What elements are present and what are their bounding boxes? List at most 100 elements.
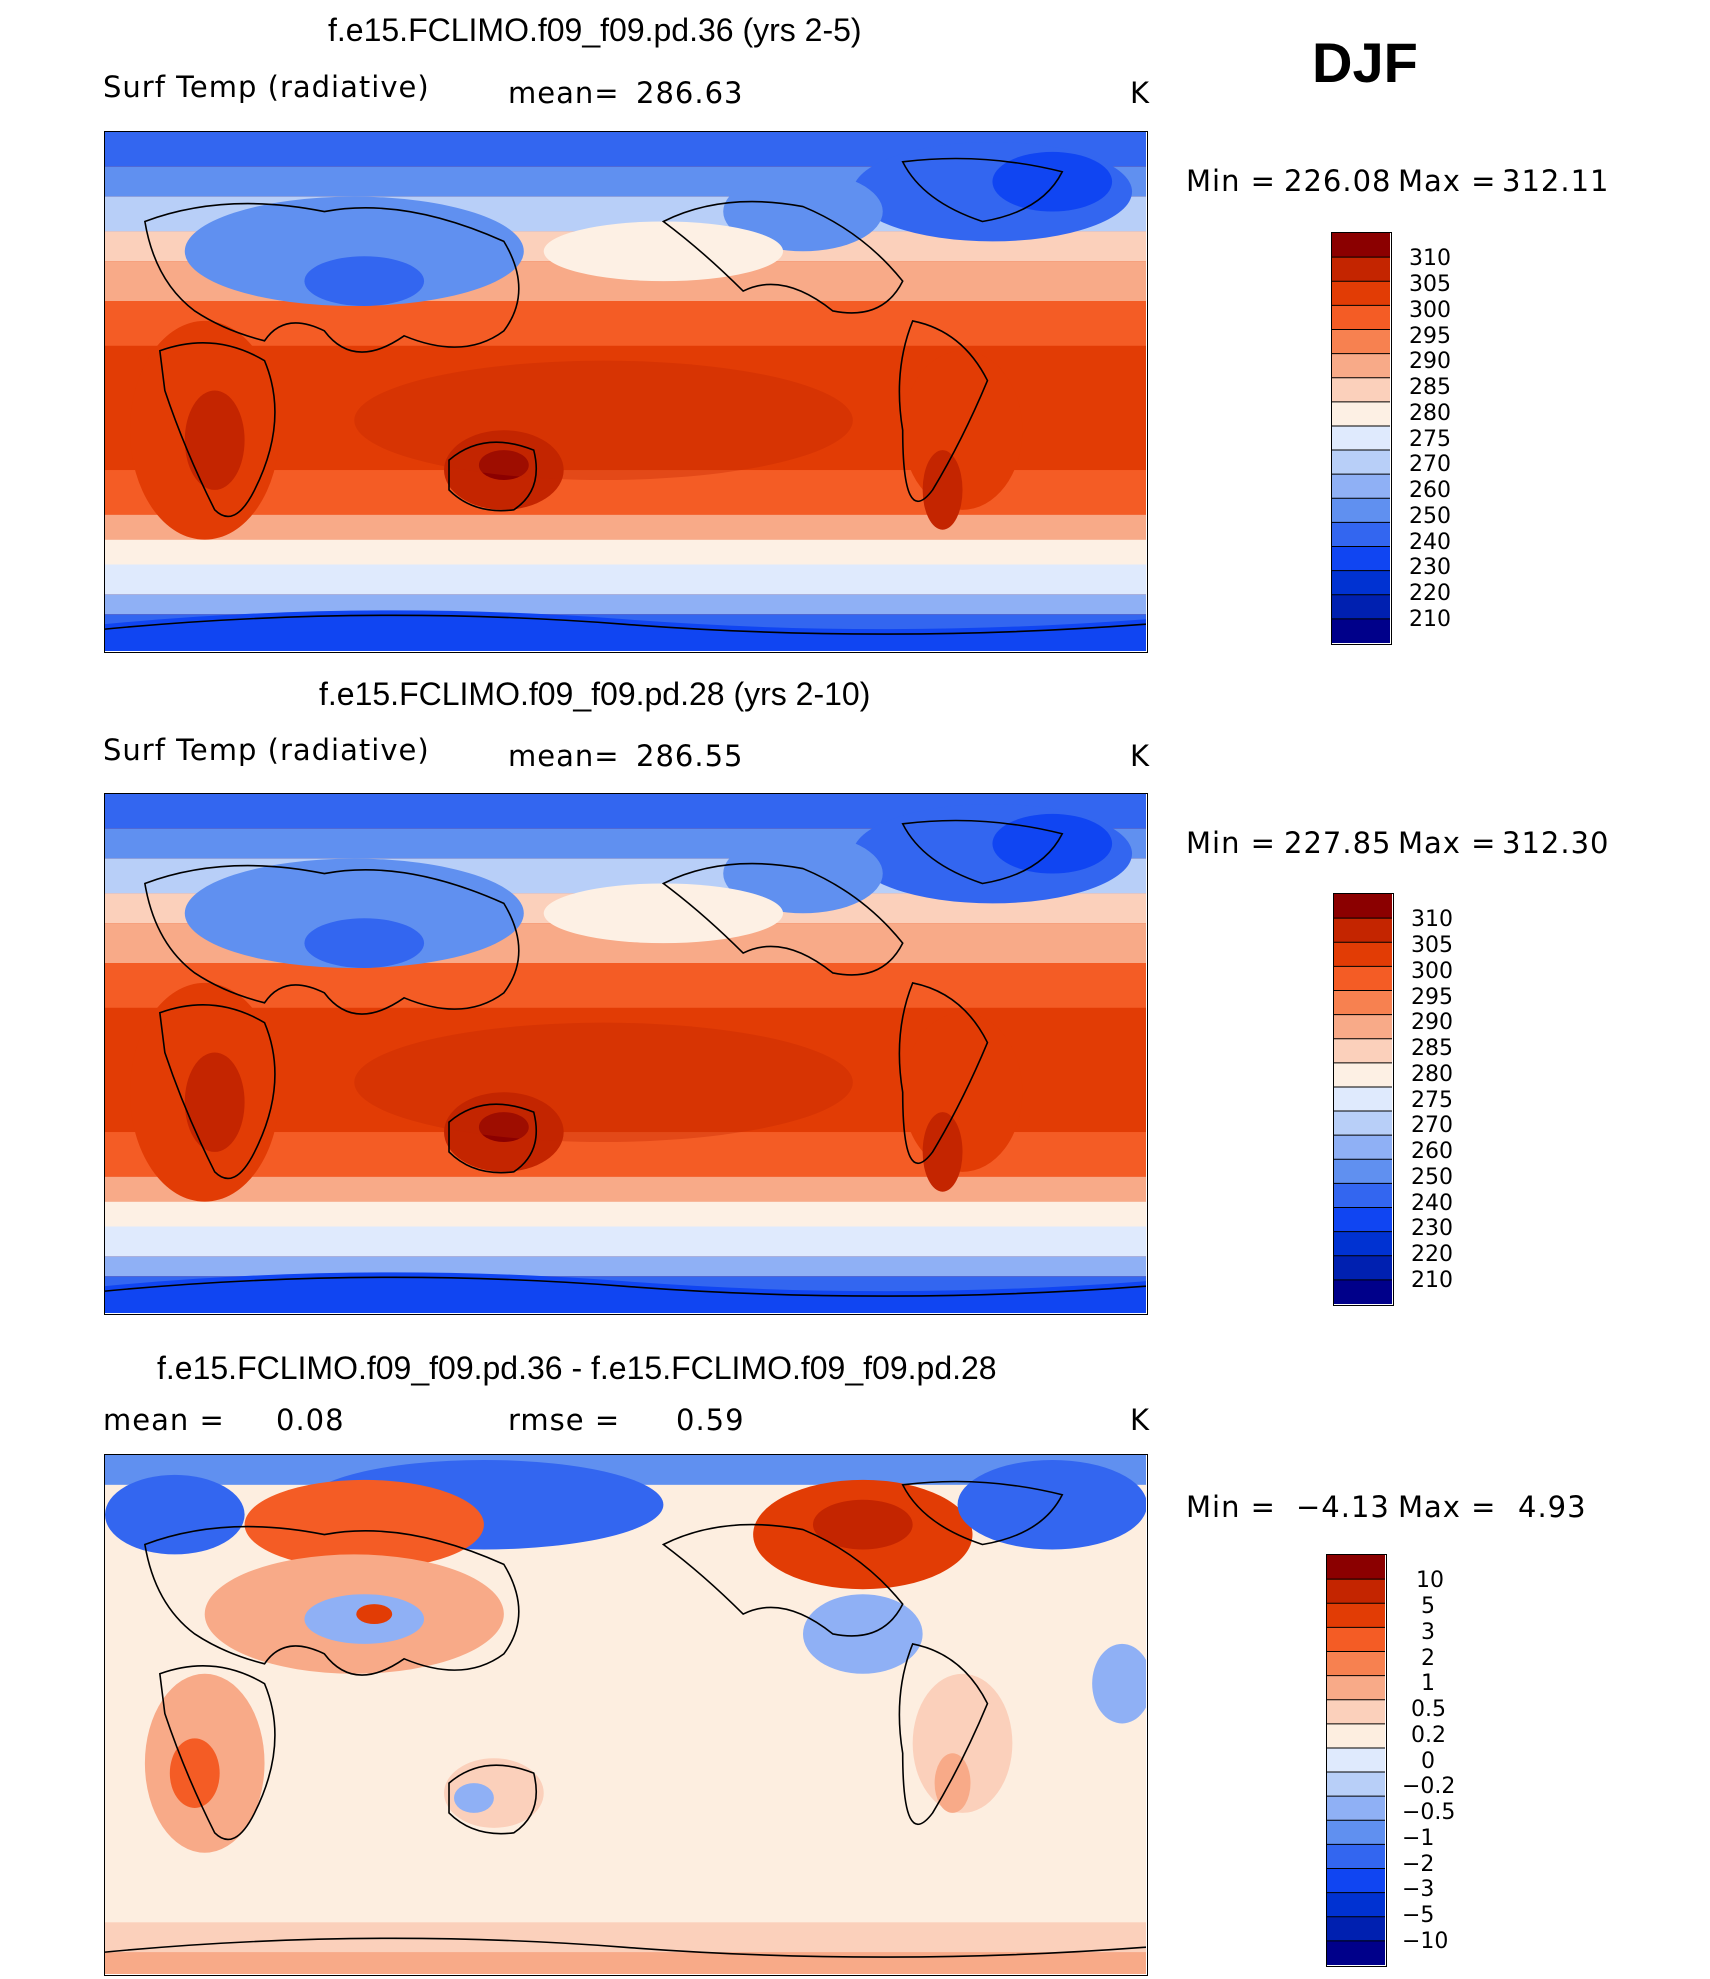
- panel-1-level-label: 230: [1409, 555, 1451, 580]
- panel-1-min-label: Min =: [1186, 164, 1276, 198]
- panel-1-colorbar-swatch: [1332, 474, 1390, 499]
- panel-1-units: K: [1130, 76, 1151, 110]
- panel-1-colorbar-swatch: [1332, 594, 1390, 620]
- panel-1-colorbar: [1331, 232, 1392, 645]
- panel-3-colorbar-swatch: [1327, 1844, 1385, 1870]
- panel-3-level-label: 3: [1421, 1620, 1435, 1645]
- panel-2-colorbar-svg: [1334, 894, 1392, 1305]
- panel-3-level-label: −0.2: [1402, 1774, 1456, 1799]
- panel-1-level-label: 280: [1409, 401, 1451, 426]
- panel-3-level-label: −3: [1402, 1877, 1435, 1902]
- panel-2-colorbar-swatch: [1334, 1014, 1392, 1040]
- panel-2-colorbar-swatch: [1334, 894, 1392, 919]
- panel-3-colorbar-swatch: [1327, 1579, 1385, 1604]
- panel-1-colorbar-swatch: [1332, 450, 1390, 475]
- panel-1-variable-label: Surf Temp (radiative): [103, 70, 430, 104]
- panel-2-min-label: Min =: [1186, 826, 1276, 860]
- panel-1-mean-value: 286.63: [636, 76, 744, 110]
- panel-2-mean-label: mean=: [508, 739, 620, 773]
- panel-3-colorbar-swatch: [1327, 1940, 1385, 1966]
- panel-1-mean-label: mean=: [508, 76, 620, 110]
- panel-1-colorbar-swatch: [1332, 546, 1390, 572]
- panel-1-min-value: 226.08: [1284, 164, 1392, 198]
- panel-2-max-value: 312.30: [1502, 826, 1610, 860]
- panel-2-level-label: 220: [1411, 1242, 1453, 1267]
- panel-2-variable-label: Surf Temp (radiative): [103, 733, 430, 767]
- panel-3-mean-value: 0.08: [276, 1403, 345, 1437]
- panel-2-colorbar: [1333, 893, 1394, 1306]
- panel-2-level-label: 230: [1411, 1216, 1453, 1241]
- panel-3-level-label: 5: [1421, 1594, 1435, 1619]
- panel-2-colorbar-swatch: [1334, 1231, 1392, 1257]
- panel-3-colorbar-swatch: [1327, 1868, 1385, 1894]
- panel-1-level-label: 240: [1409, 530, 1451, 555]
- panel-1-map: [104, 131, 1148, 653]
- panel-2-mean-value: 286.55: [636, 739, 744, 773]
- panel-3-colorbar-swatch: [1327, 1723, 1385, 1749]
- panel-3-level-label: −1: [1402, 1826, 1435, 1851]
- panel-2-min-value: 227.85: [1284, 826, 1392, 860]
- panel-1-colorbar-swatch: [1332, 233, 1390, 258]
- panel-3-min-label: Min =: [1186, 1490, 1276, 1524]
- panel-3-colorbar-swatch: [1327, 1772, 1385, 1797]
- panel-3-colorbar-swatch: [1327, 1892, 1385, 1918]
- panel-1-level-label: 285: [1409, 375, 1451, 400]
- panel-1-colorbar-swatch: [1332, 281, 1390, 306]
- panel-3-level-label: 10: [1416, 1568, 1444, 1593]
- panel-1-level-label: 275: [1409, 427, 1451, 452]
- panel-2-level-label: 275: [1411, 1088, 1453, 1113]
- panel-1-level-label: 250: [1409, 504, 1451, 529]
- panel-2-level-label: 250: [1411, 1165, 1453, 1190]
- panel-3-rmse-label: rmse =: [508, 1403, 621, 1437]
- panel-1-level-label: 295: [1409, 324, 1451, 349]
- panel-1-max-value: 312.11: [1502, 164, 1610, 198]
- panel-1-level-label: 305: [1409, 272, 1451, 297]
- panel-3-max-label: Max =: [1398, 1490, 1497, 1524]
- panel-2-level-label: 300: [1411, 959, 1453, 984]
- panel-3-level-label: 0.2: [1411, 1723, 1446, 1748]
- panel-2-level-label: 285: [1411, 1036, 1453, 1061]
- panel-3-colorbar-swatch: [1327, 1603, 1385, 1628]
- panel-3-level-label: −0.5: [1402, 1800, 1456, 1825]
- panel-3-rmse-value: 0.59: [676, 1403, 745, 1437]
- panel-1-map-svg: [104, 132, 1147, 651]
- panel-1-level-label: 290: [1409, 349, 1451, 374]
- panel-3-colorbar-swatch: [1327, 1555, 1385, 1580]
- panel-1-colorbar-swatch: [1332, 353, 1390, 379]
- panel-3-mean-label: mean =: [103, 1403, 225, 1437]
- panel-2-colorbar-swatch: [1334, 1062, 1392, 1088]
- panel-3-colorbar-swatch: [1327, 1796, 1385, 1821]
- panel-2-level-label: 210: [1411, 1268, 1453, 1293]
- panel-3-colorbar-swatch: [1327, 1627, 1385, 1652]
- panel-3-min-value: −4.13: [1296, 1490, 1390, 1524]
- panel-1-colorbar-swatch: [1332, 618, 1390, 644]
- panel-2-map-svg: [104, 794, 1147, 1313]
- panel-1-level-label: 220: [1409, 581, 1451, 606]
- panel-2-colorbar-swatch: [1334, 966, 1392, 991]
- panel-1-level-label: 310: [1409, 246, 1451, 271]
- panel-1-level-label: 260: [1409, 478, 1451, 503]
- panel-1-colorbar-swatch: [1332, 425, 1390, 451]
- panel-2-map: [104, 793, 1148, 1315]
- panel-2-level-label: 295: [1411, 985, 1453, 1010]
- panel-1-level-label: 210: [1409, 607, 1451, 632]
- panel-2-units: K: [1130, 739, 1151, 773]
- panel-2-colorbar-swatch: [1334, 918, 1392, 943]
- panel-1-colorbar-swatch: [1332, 498, 1390, 523]
- panel-1-max-label: Max =: [1398, 164, 1497, 198]
- panel-1-colorbar-swatch: [1332, 401, 1390, 427]
- panel-3-map-svg: [104, 1455, 1147, 1974]
- panel-3-map: [104, 1454, 1148, 1976]
- panel-2-colorbar-swatch: [1334, 1086, 1392, 1112]
- panel-1-colorbar-swatch: [1332, 522, 1390, 548]
- panel-3-max-value: 4.93: [1518, 1490, 1587, 1524]
- panel-2-colorbar-swatch: [1334, 1111, 1392, 1136]
- panel-2-level-label: 290: [1411, 1010, 1453, 1035]
- panel-3-level-label: −5: [1402, 1903, 1435, 1928]
- panel-2-level-label: 240: [1411, 1191, 1453, 1216]
- panel-2-level-label: 310: [1411, 907, 1453, 932]
- panel-3-colorbar-swatch: [1327, 1916, 1385, 1942]
- panel-3-colorbar-swatch: [1327, 1820, 1385, 1845]
- panel-1-colorbar-swatch: [1332, 329, 1390, 355]
